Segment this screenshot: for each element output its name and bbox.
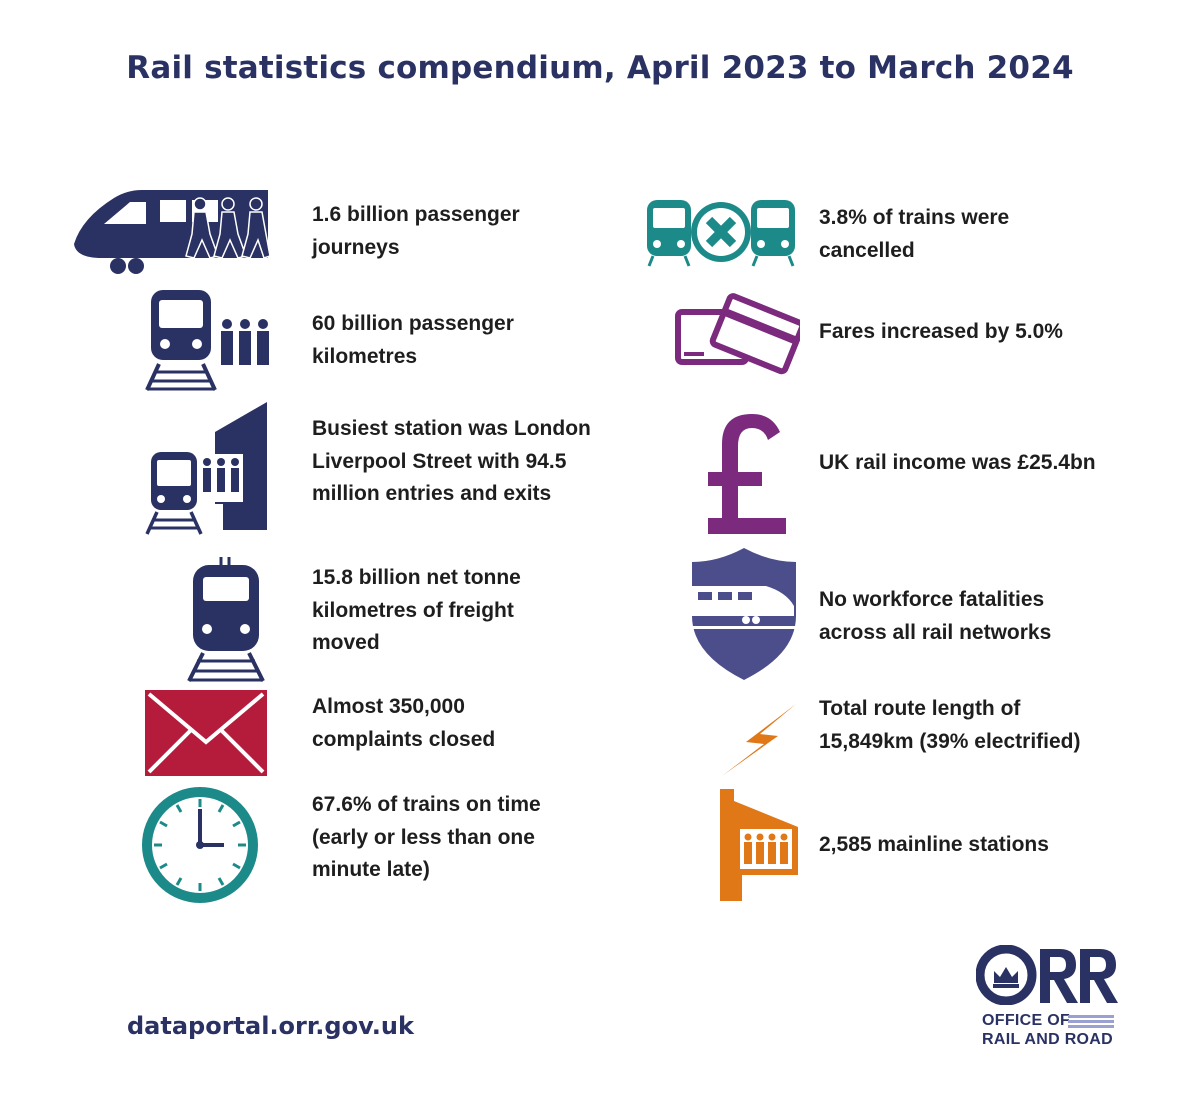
tickets-icon: [674, 290, 806, 380]
stat-workforce-fatalities: No workforce fatalities across all rail …: [819, 588, 1052, 644]
safety-shield-train-icon: [690, 546, 798, 682]
stat-complaints-closed: Almost 350,000 complaints closed: [312, 695, 496, 751]
stat-passenger-journeys: 1.6 billion passenger journeys: [312, 203, 520, 259]
page-title: Rail statistics compendium, April 2023 t…: [126, 50, 1074, 86]
station-train-icon: [143, 402, 270, 535]
envelope-icon: [145, 690, 267, 776]
stat-mainline-stations: 2,585 mainline stations: [819, 833, 1049, 856]
lightning-bolt-icon: [720, 702, 798, 778]
stat-rail-income: UK rail income was £25.4bn: [819, 451, 1096, 474]
stat-passenger-kilometres: 60 billion passenger kilometres: [312, 312, 514, 368]
logo-line-2: RAIL AND ROAD: [982, 1031, 1114, 1048]
stat-trains-on-time: 67.6% of trains on time (early or less t…: [312, 793, 541, 881]
logo-line-1: OFFICE OF: [982, 1012, 1071, 1029]
clock-icon: [140, 785, 260, 905]
stat-busiest-station: Busiest station was London Liverpool Str…: [312, 417, 591, 505]
stat-freight-moved: 15.8 billion net tonne kilometres of fre…: [312, 566, 521, 654]
train-with-passengers-icon: [72, 186, 271, 278]
cancelled-trains-icon: [645, 196, 797, 268]
stat-fares-increased: Fares increased by 5.0%: [819, 320, 1063, 343]
train-front-with-passengers-icon: [145, 286, 270, 392]
orr-logo: OFFICE OF RAIL AND ROAD: [976, 945, 1126, 1055]
pound-sign-icon: [700, 410, 790, 538]
logo-stripes: [1068, 1015, 1114, 1028]
stat-route-length: Total route length of 15,849km (39% elec…: [819, 697, 1081, 753]
footer-url-link[interactable]: dataportal.orr.gov.uk: [127, 1012, 414, 1040]
freight-locomotive-icon: [185, 555, 270, 683]
station-building-icon: [718, 787, 800, 903]
stat-trains-cancelled: 3.8% of trains were cancelled: [819, 206, 1010, 262]
